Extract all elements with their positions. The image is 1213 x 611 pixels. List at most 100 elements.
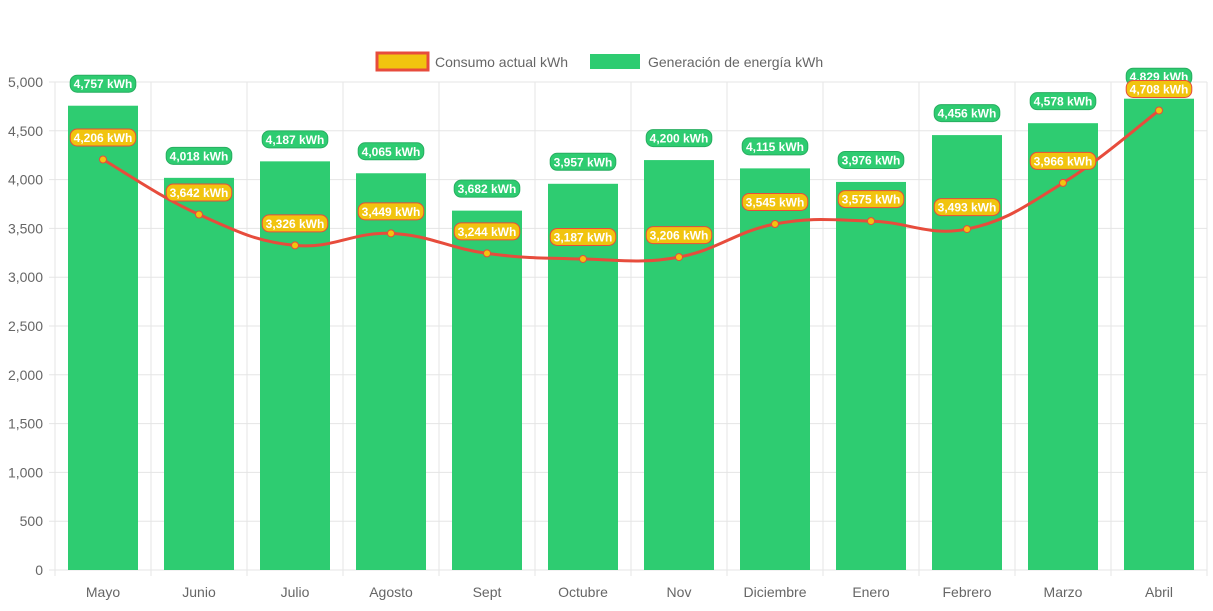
bar-data-label-box: [741, 137, 809, 156]
legend-label-consumo[interactable]: Consumo actual kWh: [435, 54, 568, 70]
bar-data-label-box: [165, 146, 233, 165]
bar-data-label-box: [357, 142, 425, 161]
line-point[interactable]: [483, 249, 491, 258]
x-tick-label: Octubre: [558, 584, 608, 600]
bar-data-label-box: [453, 179, 521, 198]
bar-data-label: 3,957 kWh: [554, 155, 613, 169]
bar[interactable]: [836, 181, 906, 571]
bar-data-label: 4,456 kWh: [938, 107, 997, 121]
y-tick-label: 1,000: [8, 464, 43, 480]
line-data-label-box: [357, 202, 425, 221]
bar-data-label: 4,578 kWh: [1034, 95, 1093, 109]
x-tick-label: Enero: [852, 584, 890, 600]
y-tick-label: 500: [20, 513, 44, 529]
bar[interactable]: [164, 177, 234, 570]
line-point[interactable]: [291, 241, 299, 250]
line-data-label: 3,545 kWh: [746, 196, 805, 210]
bar[interactable]: [548, 183, 618, 570]
line-data-label: 3,244 kWh: [458, 225, 517, 239]
y-tick-label: 5,000: [8, 74, 43, 90]
y-tick-label: 0: [35, 562, 43, 578]
line-data-label-box: [261, 214, 329, 233]
y-tick-label: 4,000: [8, 172, 43, 188]
line-data-label: 3,575 kWh: [842, 193, 901, 207]
line-data-label: 3,642 kWh: [170, 186, 229, 200]
line-point[interactable]: [771, 220, 779, 229]
line-series: [99, 106, 1163, 263]
x-tick-label: Nov: [667, 584, 692, 600]
consumo-line: [102, 109, 1160, 263]
x-tick-label: Agosto: [369, 584, 413, 600]
line-point[interactable]: [1059, 178, 1067, 187]
y-tick-label: 2,500: [8, 318, 43, 334]
line-data-label-box: [933, 198, 1001, 217]
line-data-label-box: [1125, 80, 1193, 98]
line-data-label-box: [165, 183, 233, 202]
bar-data-label-box: [645, 129, 713, 148]
line-data-label-box: [741, 193, 809, 212]
legend-label-generacion[interactable]: Generación de energía kWh: [648, 54, 823, 70]
x-tick-label: Junio: [182, 584, 216, 600]
bar-data-label: 4,200 kWh: [650, 132, 709, 146]
x-tick-label: Mayo: [86, 584, 120, 600]
bar-data-label: 4,757 kWh: [74, 77, 133, 91]
line-data-label-box: [549, 227, 617, 246]
line-data-label-box: [453, 222, 521, 241]
bar-data-label: 4,187 kWh: [266, 133, 325, 147]
line-data-label: 3,206 kWh: [650, 229, 709, 243]
data-labels: 4,757 kWh 4,018 kWh 4,187 kWh 4,065 kWh 3,68…: [69, 67, 1193, 246]
bar-data-label-box: [549, 152, 617, 171]
line-point[interactable]: [99, 155, 107, 164]
y-tick-label: 2,000: [8, 367, 43, 383]
line-point[interactable]: [675, 253, 683, 262]
y-axis: 0 500 1,000 1,500 2,000 2,500 3,000 3,500 4,000 4…: [8, 74, 43, 578]
bar-data-label-box: [837, 150, 905, 169]
bar[interactable]: [356, 173, 426, 571]
grid: [49, 81, 1208, 576]
line-data-label-box: [645, 226, 713, 245]
bar-data-label: 4,065 kWh: [362, 145, 421, 159]
line-point[interactable]: [867, 217, 875, 226]
bar[interactable]: [644, 160, 714, 570]
y-tick-label: 3,500: [8, 220, 43, 236]
x-tick-label: Julio: [281, 584, 310, 600]
bar[interactable]: [1124, 98, 1194, 570]
bar[interactable]: [452, 210, 522, 571]
x-tick-label: Sept: [473, 584, 502, 600]
line-data-label-box: [69, 128, 137, 147]
line-data-label: 3,493 kWh: [938, 201, 997, 215]
bar-data-label-box: [69, 74, 137, 93]
x-tick-label: Diciembre: [743, 584, 806, 600]
y-tick-label: 4,500: [8, 123, 43, 139]
bar-data-label: 4,115 kWh: [746, 140, 804, 154]
x-tick-label: Febrero: [942, 584, 991, 600]
line-point[interactable]: [195, 210, 203, 219]
bar-data-label-box: [261, 130, 329, 149]
line-data-label: 3,187 kWh: [554, 230, 613, 244]
x-tick-label: Marzo: [1044, 584, 1083, 600]
line-point[interactable]: [387, 229, 395, 238]
bar[interactable]: [1028, 123, 1098, 571]
line-data-label: 4,708 kWh: [1130, 83, 1189, 97]
line-data-label: 3,449 kWh: [362, 205, 421, 219]
bar[interactable]: [68, 105, 138, 570]
line-data-label-box: [837, 190, 905, 209]
legend-swatch-generacion[interactable]: [590, 54, 640, 69]
bar-data-label: 3,976 kWh: [842, 153, 901, 167]
bar-data-label: 3,682 kWh: [458, 182, 517, 196]
line-data-label: 3,966 kWh: [1034, 154, 1093, 168]
x-tick-label: Abril: [1145, 584, 1173, 600]
legend[interactable]: Consumo actual kWh Generación de energía…: [375, 51, 823, 72]
bar-data-label: 4,018 kWh: [170, 149, 229, 163]
line-point[interactable]: [1155, 106, 1163, 115]
bar-data-label-box: [933, 104, 1001, 123]
line-point[interactable]: [579, 254, 587, 263]
line-data-label: 3,326 kWh: [266, 217, 325, 231]
x-axis: Mayo Junio Julio Agosto Sept Octubre Nov Diciem…: [86, 584, 1173, 600]
legend-swatch-consumo[interactable]: [375, 51, 430, 72]
line-data-label-box: [1029, 151, 1097, 170]
line-point[interactable]: [963, 225, 971, 234]
y-tick-label: 3,000: [8, 269, 43, 285]
bar-series: [68, 98, 1194, 571]
bar[interactable]: [740, 168, 810, 570]
